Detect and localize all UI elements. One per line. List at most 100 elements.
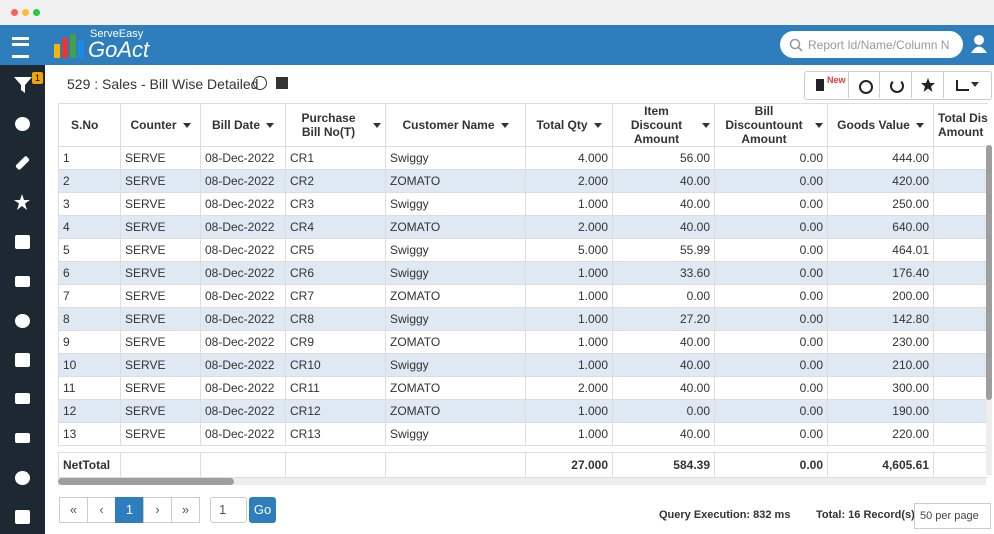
column-header[interactable]: S.No [58,103,121,147]
mail-icon[interactable] [15,276,30,287]
cell: 12 [58,399,121,423]
column-header[interactable]: Total Discount Amount [933,103,988,147]
bookmark-button[interactable]: New [804,72,849,98]
star-icon[interactable] [14,194,30,210]
cell: 1.000 [525,399,613,423]
cell: Swiggy [385,146,526,170]
v-scroll-thumb[interactable] [986,145,992,400]
column-header[interactable]: Bill Discountount Amount [714,103,828,147]
cell: 08-Dec-2022 [200,307,286,331]
cell: SERVE [120,422,201,446]
chart-button[interactable] [945,72,989,98]
next-page[interactable]: › [143,497,172,523]
column-header[interactable]: Total Qty [525,103,613,147]
cell: SERVE [120,399,201,423]
copy-icon[interactable] [15,510,30,524]
cell: Swiggy [385,307,526,331]
cell: 33.60 [612,261,715,285]
cell: SERVE [120,169,201,193]
screen-icon[interactable] [15,235,30,249]
cell: 0.00 [714,307,828,331]
column-header[interactable]: Customer Name [385,103,526,147]
link-icon[interactable] [15,155,30,171]
cell: 300.00 [827,376,934,400]
cell [933,146,988,170]
cell: 08-Dec-2022 [200,146,286,170]
help-button[interactable] [253,76,267,90]
favorite-button[interactable] [913,72,944,98]
filter-icon[interactable] [14,77,32,93]
keyboard-icon[interactable] [15,433,30,443]
column-title: Item Discount Amount [630,104,683,146]
toolbar [804,71,992,100]
logo-main: GoAct [88,37,150,62]
menu-button[interactable] [12,37,29,58]
settings-button[interactable] [849,72,880,98]
refresh-button[interactable] [881,72,912,98]
cell: 4 [58,215,121,239]
sort-caret [182,122,191,128]
layout-button[interactable] [276,77,288,89]
report-icon[interactable] [15,353,30,367]
column-header[interactable]: Counter [120,103,201,147]
spacer-row [59,446,989,453]
search-box[interactable]: Report Id/Name/Column N [780,31,963,58]
settings-icon[interactable] [15,117,30,131]
logo-top: ServeEasy [90,28,144,40]
cell: CR11 [285,376,386,400]
current-page[interactable]: 1 [115,497,144,523]
new-badge: New [827,75,846,85]
cell: 08-Dec-2022 [200,330,286,354]
header: ServeEasy GoAct Report Id/Name/Column N [0,25,994,65]
search-placeholder: Report Id/Name/Column N [808,38,950,52]
cell: CR13 [285,422,386,446]
cell: 27.20 [612,307,715,331]
column-header[interactable]: Bill Date [200,103,286,147]
v-scroll-track [986,145,992,475]
cell: 6 [58,261,121,285]
print-icon[interactable] [15,393,30,404]
total-cell [385,452,526,478]
cell: 0.00 [612,284,715,308]
data-row: 10 SERVE 08-Dec-2022 CR10 Swiggy 1.000 40.00 0.… [58,353,988,377]
cell: SERVE [120,376,201,400]
user-icon[interactable] [970,34,988,54]
total-records: Total: 16 Record(s) [816,509,915,521]
data-row: 12 SERVE 08-Dec-2022 CR12 ZOMATO 1.000 0.00 0.0… [58,399,988,423]
h-scroll-thumb[interactable] [58,478,234,485]
report-title: 529 : Sales - Bill Wise Detailed [67,76,259,92]
cell: ZOMATO [385,330,526,354]
cell: 0.00 [714,261,828,285]
last-page[interactable]: » [171,497,200,523]
cell: 08-Dec-2022 [200,353,286,377]
cell: CR6 [285,261,386,285]
page-input[interactable]: 1 [210,497,247,523]
cell: SERVE [120,261,201,285]
cell: SERVE [120,330,201,354]
first-page[interactable]: « [59,497,88,523]
data-row: 9 SERVE 08-Dec-2022 CR9 ZOMATO 1.000 40.00 0.00… [58,330,988,354]
cell: 40.00 [612,422,715,446]
prev-page[interactable]: ‹ [87,497,116,523]
column-header[interactable]: Goods Value [827,103,934,147]
cell: 0.00 [714,146,828,170]
column-header[interactable]: Purchase Bill No(T) [285,103,386,147]
cell: 9 [58,330,121,354]
go-button[interactable]: Go [249,497,276,523]
cell: 5 [58,238,121,262]
per-page-select[interactable]: 50 per page [914,503,991,529]
cell: 1.000 [525,422,613,446]
cell: 0.00 [714,284,828,308]
data-row: 13 SERVE 08-Dec-2022 CR13 Swiggy 1.000 40.00 0.… [58,422,988,446]
clock-icon[interactable] [15,314,30,328]
cell: 220.00 [827,422,934,446]
column-header[interactable]: Item Discount Amount [612,103,715,147]
cell: 250.00 [827,192,934,216]
help-icon[interactable] [15,471,30,485]
cell: 08-Dec-2022 [200,215,286,239]
cell [933,192,988,216]
query-execution: Query Execution: 832 ms [659,509,791,521]
cell: CR9 [285,330,386,354]
cell: 3 [58,192,121,216]
